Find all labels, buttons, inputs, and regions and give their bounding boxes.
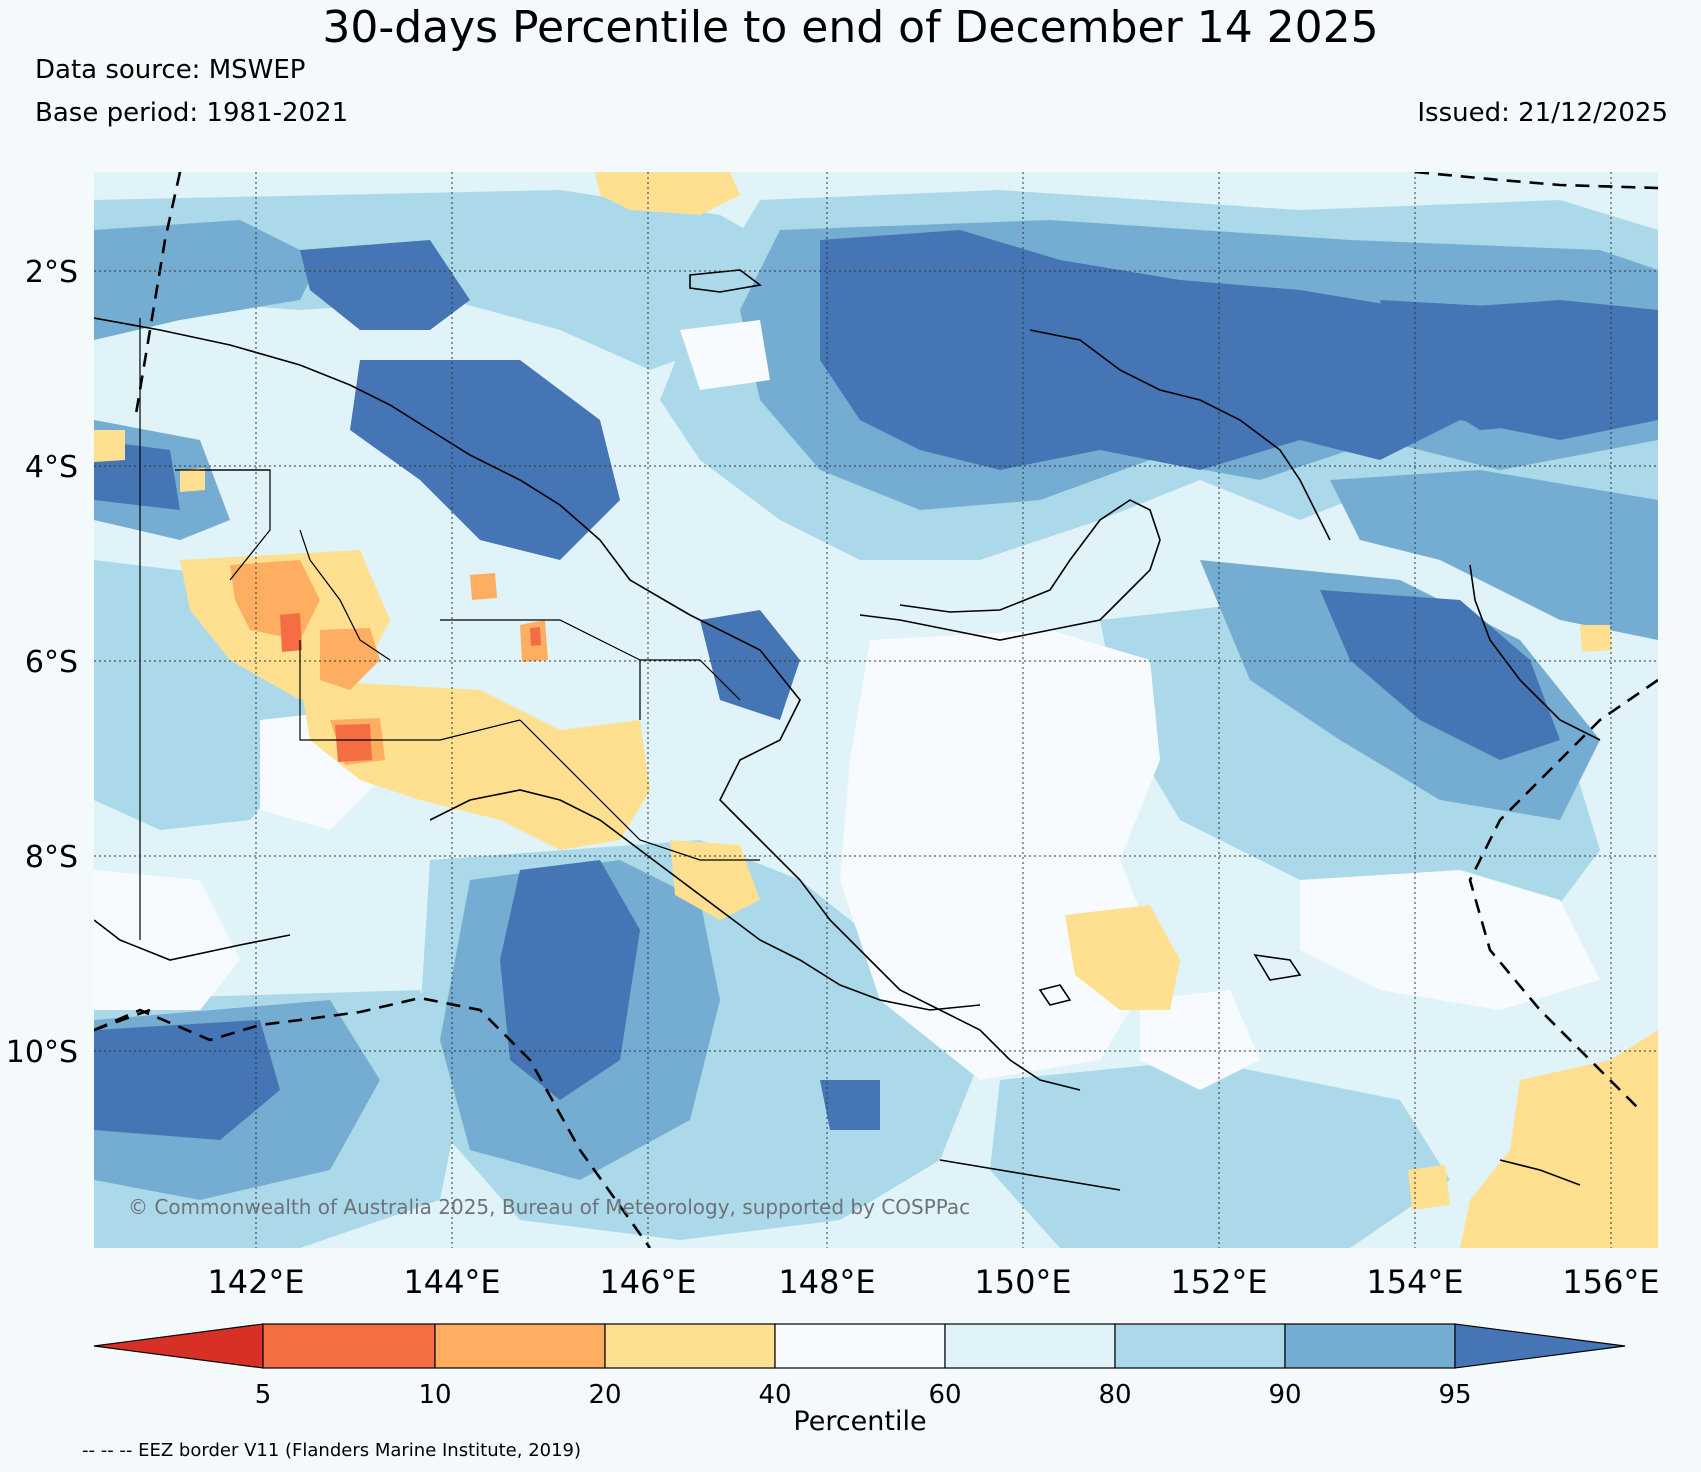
issued-date-label: Issued: 21/12/2025 — [1417, 98, 1668, 128]
lat-label-10s: 10°S — [6, 1035, 78, 1070]
lon-label-148e: 148°E — [778, 1263, 875, 1301]
lon-label-146e: 146°E — [599, 1263, 696, 1301]
lon-label-156e: 156°E — [1562, 1263, 1659, 1301]
colorbar-segment-5-10 — [262, 1323, 436, 1369]
colorbar-high-extension — [1454, 1323, 1626, 1369]
lon-label-152e: 152°E — [1170, 1263, 1267, 1301]
lon-label-150e: 150°E — [974, 1263, 1071, 1301]
copyright-notice: © Commonwealth of Australia 2025, Bureau… — [128, 1195, 970, 1219]
colorbar-segment-20-40 — [604, 1323, 776, 1369]
lat-label-4s: 4°S — [25, 450, 78, 485]
longitude-labels: 142°E 144°E 146°E 148°E 150°E 152°E 154°… — [207, 1263, 1659, 1301]
map-panel: © Commonwealth of Australia 2025, Bureau… — [94, 172, 1658, 1248]
colorbar-tick-90: 90 — [1268, 1380, 1301, 1410]
lat-label-2s: 2°S — [25, 255, 78, 290]
coastline — [94, 269, 1601, 1191]
colorbar-tick-20: 20 — [588, 1380, 621, 1410]
lon-label-142e: 142°E — [207, 1263, 304, 1301]
lon-label-154e: 154°E — [1366, 1263, 1463, 1301]
colorbar-tick-80: 80 — [1098, 1380, 1131, 1410]
base-period-label: Base period: 1981-2021 — [35, 98, 349, 128]
colorbar-segment-90-95 — [1284, 1323, 1456, 1369]
lat-label-8s: 8°S — [25, 840, 78, 875]
lon-label-144e: 144°E — [403, 1263, 500, 1301]
colorbar-tick-40: 40 — [758, 1380, 791, 1410]
data-source-label: Data source: MSWEP — [35, 55, 306, 85]
colorbar-tick-5: 5 — [255, 1380, 272, 1410]
colorbar: 5 10 20 40 60 80 90 95 Percentile — [93, 1323, 1626, 1437]
colorbar-tick-10: 10 — [418, 1380, 451, 1410]
region-5-10 — [280, 613, 541, 762]
eez-border — [94, 172, 1658, 1248]
colorbar-tick-95: 95 — [1438, 1380, 1471, 1410]
eez-footnote: -- -- -- EEZ border V11 (Flanders Marine… — [82, 1440, 582, 1461]
lat-label-6s: 6°S — [25, 645, 78, 680]
latitude-labels: 2°S 4°S 6°S 8°S 10°S — [6, 255, 78, 1070]
colorbar-segment-80-90 — [1114, 1323, 1286, 1369]
colorbar-low-extension — [93, 1323, 264, 1369]
borders — [139, 318, 760, 940]
colorbar-title: Percentile — [793, 1406, 926, 1437]
graticule — [94, 172, 1658, 1248]
colorbar-segment-10-20 — [434, 1323, 606, 1369]
colorbar-tick-60: 60 — [928, 1380, 961, 1410]
colorbar-segment-60-80 — [944, 1323, 1116, 1369]
colorbar-segment-40-60 — [774, 1323, 946, 1369]
region-above-95 — [94, 230, 1658, 1140]
page-title: 30-days Percentile to end of December 14… — [322, 2, 1379, 53]
